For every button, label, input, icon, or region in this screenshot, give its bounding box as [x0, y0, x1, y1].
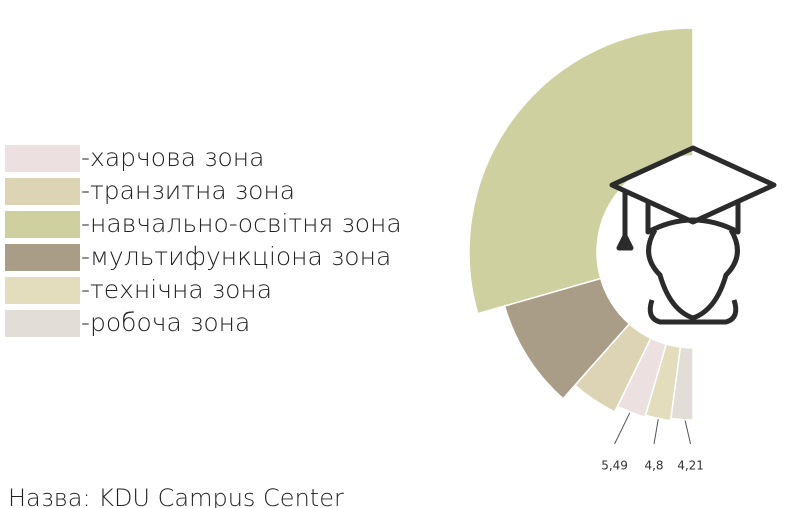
value-label: 4,21	[677, 459, 704, 473]
footer: Назва: KDU Campus Center	[8, 484, 344, 508]
legend-swatch	[5, 145, 80, 172]
legend-swatch	[5, 178, 80, 205]
legend-label: -харчова зона	[81, 143, 264, 172]
segment	[670, 346, 694, 421]
segment	[573, 322, 652, 413]
segment	[644, 343, 682, 422]
value-label: 5,49	[601, 459, 628, 473]
legend-swatch	[5, 244, 80, 271]
value-label: 4,8	[644, 459, 663, 473]
segment	[616, 337, 668, 419]
graduate-icon	[609, 145, 777, 325]
legend-label: -транзитна зона	[81, 176, 295, 205]
legend-label: -технічна зона	[81, 275, 272, 304]
legend-swatch	[5, 310, 80, 337]
legend-swatch	[5, 277, 80, 304]
legend-label: -мультифункціона зона	[81, 242, 391, 271]
legend-swatch	[5, 211, 80, 238]
segment	[503, 277, 631, 400]
legend-label: -робоча зона	[81, 308, 250, 337]
legend-label: -навчально-освітня зона	[81, 209, 402, 238]
